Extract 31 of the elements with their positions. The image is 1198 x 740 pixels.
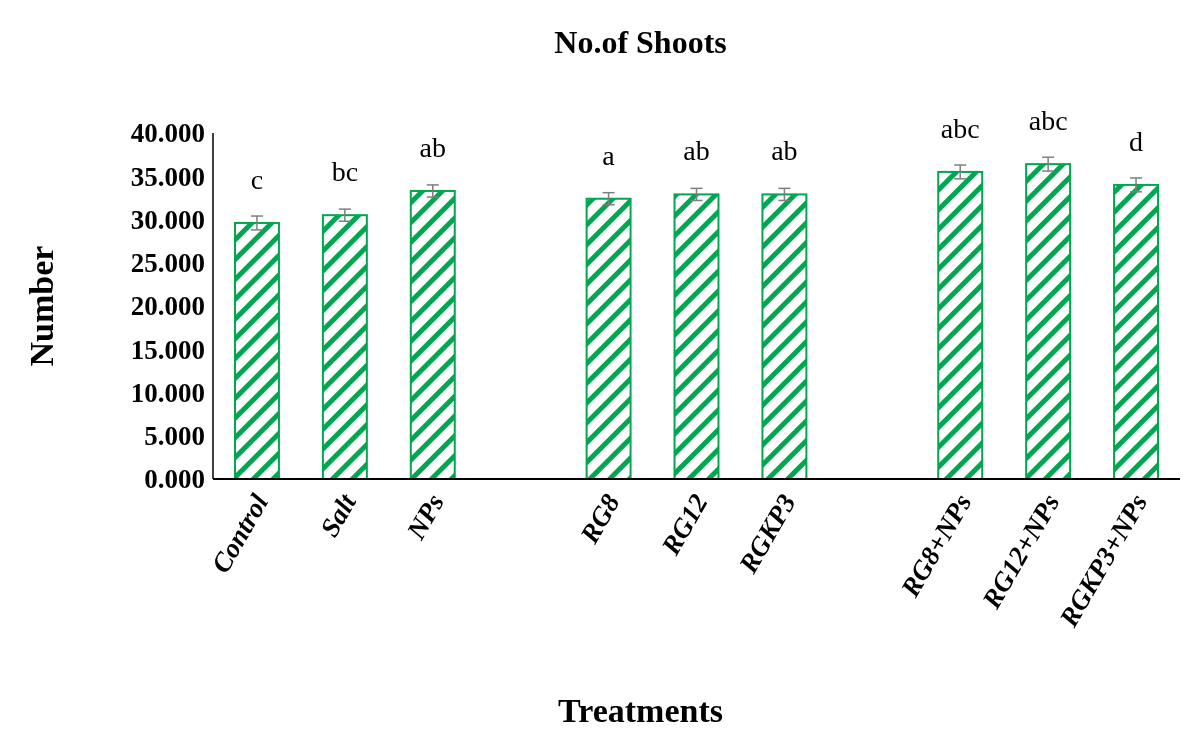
x-tick-label: Salt [314,487,363,542]
annotation: abc [1028,105,1068,137]
chart-title: No.of Shoots [554,24,727,60]
bar [585,197,632,480]
y-tick-label: 0.000 [144,464,205,495]
y-tick-label: 10.000 [130,377,205,408]
bar [233,221,280,480]
annotation: ab [771,135,798,167]
bar [321,214,368,480]
annotation: a [602,139,616,171]
x-axis-title: Treatments [558,692,723,729]
bar [409,189,456,480]
bar [673,193,720,480]
bar [761,193,808,480]
y-tick-label: 20.000 [130,291,205,322]
y-tick-label: 5.000 [144,421,205,452]
annotation: abc [940,112,980,144]
annotation: bc [331,156,359,188]
annotation: d [1129,125,1144,157]
bar [1113,183,1160,480]
bar [937,170,984,480]
annotation: ab [683,135,710,167]
y-axis-title: Number [23,245,60,367]
annotation: c [250,163,264,195]
y-tick-label: 30.000 [130,204,205,235]
y-tick-label: 25.000 [130,248,205,279]
y-tick-label: 15.000 [130,334,205,365]
y-tick-label: 40.000 [130,118,205,149]
bar [1025,163,1072,480]
y-tick-label: 35.000 [130,161,205,192]
annotation: ab [419,131,446,163]
